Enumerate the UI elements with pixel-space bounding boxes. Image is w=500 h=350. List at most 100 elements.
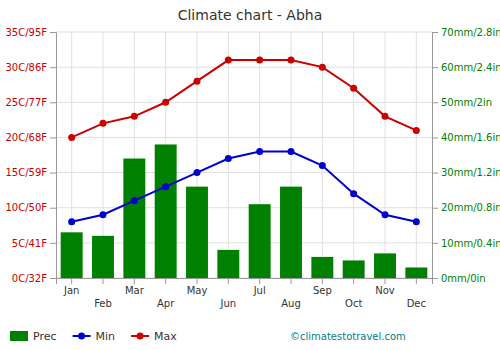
line xyxy=(72,151,417,221)
marker xyxy=(162,183,169,190)
tick: 15C/59F xyxy=(5,167,56,178)
tick-label: Jan xyxy=(63,285,79,296)
tick-mark xyxy=(134,278,135,284)
tick-label: Mar xyxy=(125,285,145,296)
tick: Feb xyxy=(94,278,112,309)
legend-label: Min xyxy=(96,330,116,343)
chart-svg: 0C/32F 5C/41F 10C/50F 15C/59F 20C/68F 25C/77F… xyxy=(0,0,500,350)
tick-mark xyxy=(103,278,104,284)
grid-line-y xyxy=(56,137,432,138)
tick: 10C/50F xyxy=(5,202,56,213)
bar xyxy=(155,144,177,278)
bar xyxy=(186,187,208,278)
marker xyxy=(319,64,326,71)
tick-mark xyxy=(432,137,438,138)
tick-label: 0mm/0in xyxy=(441,273,486,284)
marker xyxy=(131,197,138,204)
marker xyxy=(68,134,75,141)
tick-label: 15C/59F xyxy=(5,167,47,178)
tick-mark xyxy=(50,67,56,68)
tick-mark xyxy=(432,208,438,209)
tick: Apr xyxy=(157,278,175,309)
tick-label: 10mm/0.4in xyxy=(441,238,500,249)
marker xyxy=(225,155,232,162)
tick: Nov xyxy=(375,278,395,296)
marker xyxy=(382,211,389,218)
grid-line-x xyxy=(228,32,229,278)
bar xyxy=(280,187,302,278)
tick-label: 5C/41F xyxy=(12,238,47,249)
tick: 25C/77F xyxy=(5,97,56,108)
tick-label: 20mm/0.8in xyxy=(441,202,500,213)
marker xyxy=(350,85,357,92)
plot: 0C/32F 5C/41F 10C/50F 15C/59F 20C/68F 25C/77F… xyxy=(5,27,500,309)
grid-line-y xyxy=(56,67,432,68)
tick: 50mm/2in xyxy=(432,97,492,108)
tick-mark xyxy=(385,278,386,284)
tick-label: 0C/32F xyxy=(12,273,47,284)
marker xyxy=(68,218,75,225)
tick: Jun xyxy=(220,278,237,309)
legend-item: Max xyxy=(131,330,177,343)
tick: Oct xyxy=(345,278,362,309)
marker xyxy=(225,57,232,64)
marker xyxy=(288,148,295,155)
tick-label: 40mm/1.6in xyxy=(441,132,500,143)
tick-label: 50mm/2in xyxy=(441,97,492,108)
tick-mark xyxy=(432,32,438,33)
legend: Prec Min Max xyxy=(10,330,177,343)
grid-line-y xyxy=(56,102,432,103)
legend-label: Max xyxy=(154,330,177,343)
tick: Dec xyxy=(407,278,426,309)
tick-mark xyxy=(50,278,56,279)
line-series xyxy=(68,57,420,141)
tick-label: Aug xyxy=(281,298,301,309)
tick-mark xyxy=(50,208,56,209)
tick-label: Apr xyxy=(157,298,175,309)
tick: 30mm/1.2in xyxy=(432,167,500,178)
tick-mark xyxy=(322,278,323,284)
legend-label: Prec xyxy=(33,330,57,343)
marker xyxy=(256,57,263,64)
bar xyxy=(123,159,145,278)
marker xyxy=(382,113,389,120)
tick: Mar xyxy=(125,278,145,296)
tick-mark xyxy=(291,278,292,284)
tick-mark xyxy=(50,173,56,174)
tick: 10mm/0.4in xyxy=(432,238,500,249)
tick: 20mm/0.8in xyxy=(432,202,500,213)
marker xyxy=(413,218,420,225)
tick: 70mm/2.8in xyxy=(432,27,500,38)
tick-label: Jun xyxy=(220,298,237,309)
tick-mark xyxy=(50,137,56,138)
tick-label: Sep xyxy=(313,285,332,296)
marker xyxy=(319,162,326,169)
axis-line xyxy=(50,33,57,279)
tick: May xyxy=(187,278,208,296)
bar xyxy=(405,267,427,278)
marker xyxy=(131,113,138,120)
bar-series xyxy=(61,144,428,278)
tick-mark xyxy=(50,102,56,103)
marker xyxy=(100,211,107,218)
tick-label: 70mm/2.8in xyxy=(441,27,500,38)
tick: 5C/41F xyxy=(12,238,56,249)
bar xyxy=(61,232,83,278)
tick-mark xyxy=(50,243,56,244)
tick-mark xyxy=(432,67,438,68)
tick-mark xyxy=(432,173,438,174)
marker xyxy=(350,190,357,197)
tick-label: Oct xyxy=(345,298,362,309)
marker xyxy=(413,127,420,134)
line-series xyxy=(68,148,420,225)
legend-symbol xyxy=(78,333,85,340)
bar xyxy=(311,257,333,278)
tick-label: 20C/68F xyxy=(5,132,47,143)
grid-line-y xyxy=(56,172,432,173)
tick: 30C/86F xyxy=(5,62,56,73)
tick-label: 30mm/1.2in xyxy=(441,167,500,178)
marker xyxy=(194,78,201,85)
axis-line xyxy=(433,33,439,279)
y-axis: 0C/32F 5C/41F 10C/50F 15C/59F 20C/68F 25C/77F… xyxy=(5,27,56,284)
tick-label: 10C/50F xyxy=(5,202,47,213)
